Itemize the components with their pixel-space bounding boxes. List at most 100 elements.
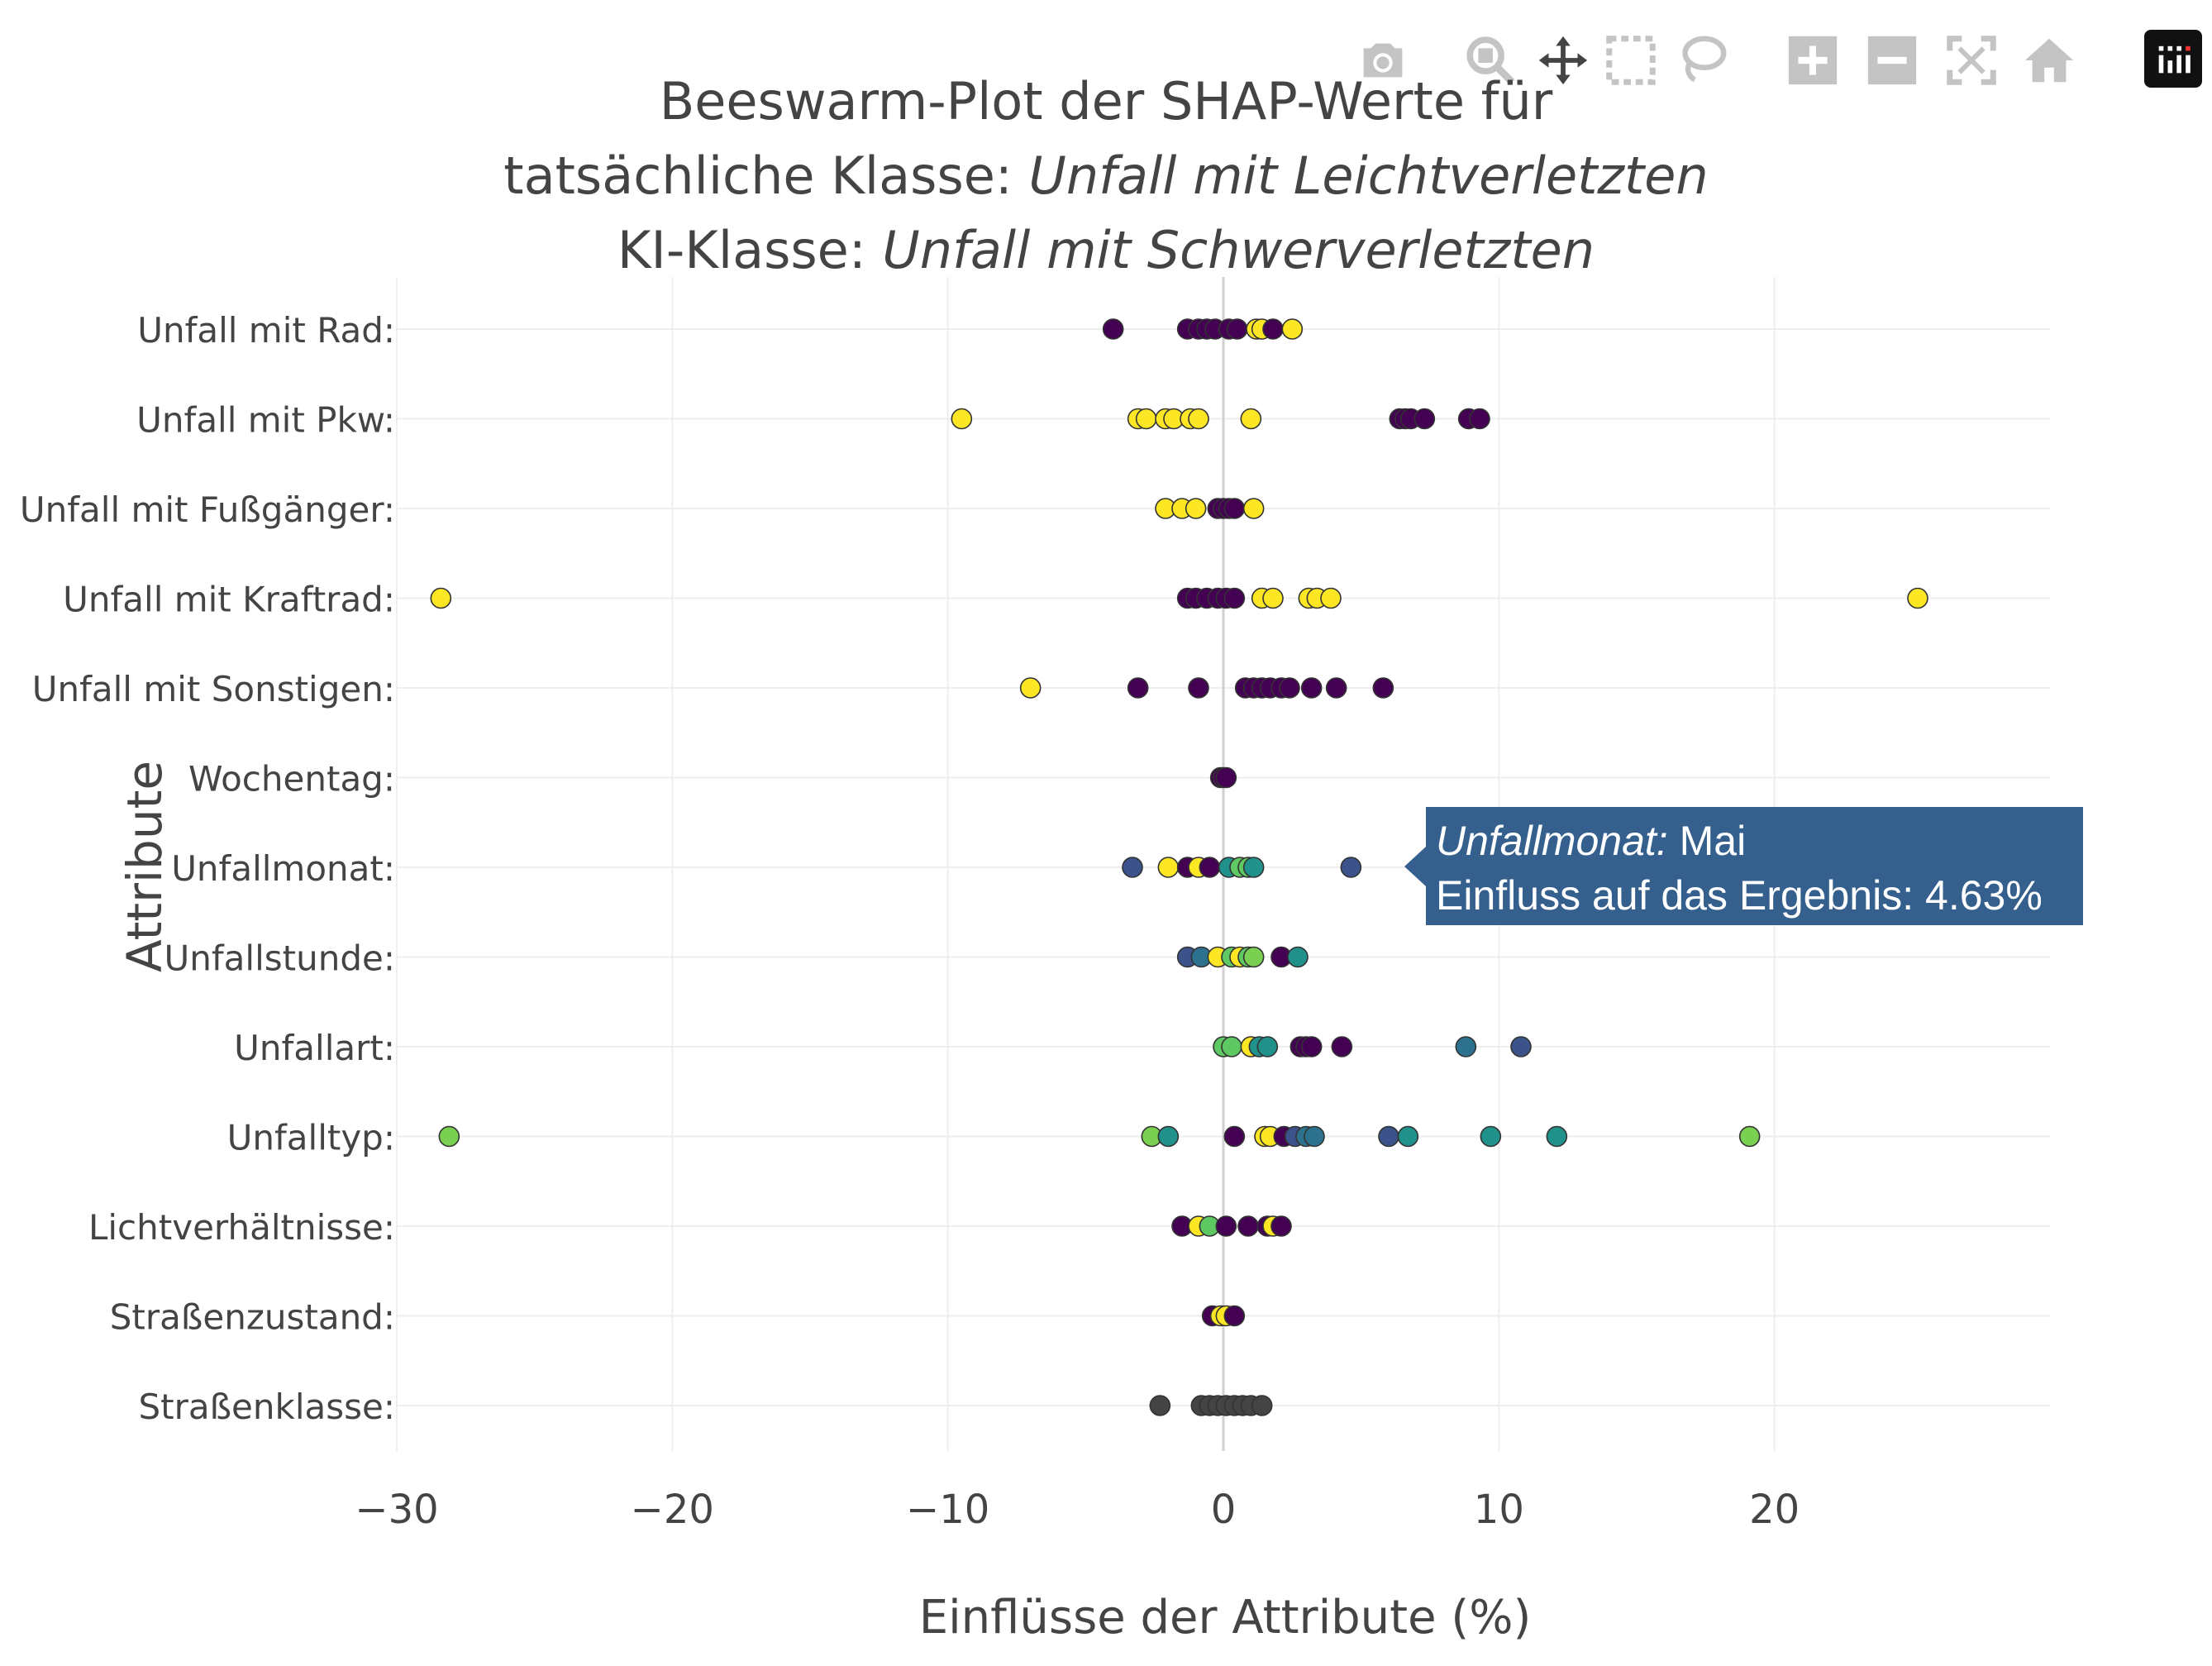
data-point[interactable] — [1188, 408, 1209, 430]
title-line-3-prefix: KI-Klasse: — [617, 220, 883, 280]
data-point[interactable] — [1223, 498, 1246, 519]
y-category-label: Straßenzustand: — [110, 1297, 395, 1338]
data-point[interactable] — [1157, 1125, 1180, 1148]
title-line-1: Beeswarm-Plot der SHAP-Werte für — [659, 71, 1553, 131]
hover-tooltip: Unfallmonat: Mai Einfluss auf das Ergebn… — [1404, 807, 2083, 925]
data-point[interactable] — [1242, 857, 1265, 878]
data-point[interactable] — [1215, 766, 1237, 789]
point-layer — [430, 318, 1928, 1416]
data-point[interactable] — [1300, 1036, 1323, 1057]
data-point[interactable] — [1226, 318, 1248, 340]
data-point[interactable] — [1221, 1036, 1242, 1057]
plotly-logo-icon[interactable] — [2144, 30, 2202, 88]
data-point[interactable] — [1325, 677, 1347, 699]
data-point[interactable] — [1320, 587, 1342, 609]
title-line-2: tatsächliche Klasse: Unfall mit Leichtve… — [0, 139, 2212, 213]
tooltip-line-2: Einfluss auf das Ergebnis: 4.63% — [1436, 868, 2073, 923]
autoscale-icon[interactable] — [1936, 25, 2007, 96]
title-ai-class: Unfall mit Schwerverletzten — [882, 220, 1595, 280]
tooltip-value: Mai — [1679, 818, 1747, 864]
data-point[interactable] — [1237, 1215, 1259, 1237]
tooltip-line-1: Unfallmonat: Mai — [1436, 814, 2073, 868]
x-tick-label: 0 — [1211, 1487, 1237, 1533]
x-tick-label: 20 — [1749, 1487, 1800, 1533]
data-point[interactable] — [1185, 498, 1207, 519]
zoom-out-icon[interactable] — [1857, 25, 1928, 96]
data-point[interactable] — [1135, 408, 1157, 430]
data-point[interactable] — [430, 587, 452, 609]
tooltip-label: Einfluss auf das Ergebnis: — [1436, 872, 1914, 919]
data-point[interactable] — [1372, 677, 1394, 699]
data-point[interactable] — [1281, 318, 1304, 340]
y-category-label: Unfall mit Pkw: — [136, 400, 395, 441]
reset-axes-icon[interactable] — [2014, 25, 2085, 96]
tooltip-arrow — [1404, 847, 1426, 886]
data-point[interactable] — [1469, 408, 1490, 430]
x-tick-label: −30 — [355, 1487, 438, 1533]
data-point[interactable] — [1102, 318, 1124, 340]
data-point[interactable] — [1262, 587, 1284, 609]
y-category-label: Straßenklasse: — [138, 1387, 395, 1427]
data-point[interactable] — [1157, 857, 1180, 878]
data-point[interactable] — [1279, 677, 1300, 699]
zoom-icon[interactable] — [1455, 25, 1526, 96]
data-point[interactable] — [1019, 677, 1042, 699]
data-point[interactable] — [1256, 1036, 1279, 1057]
y-category-label: Unfallmonat: — [171, 848, 395, 889]
data-point[interactable] — [1223, 1125, 1246, 1148]
data-point[interactable] — [951, 408, 973, 430]
data-point[interactable] — [438, 1125, 460, 1148]
lasso-select-icon[interactable] — [1666, 25, 1738, 96]
x-axis-title: Einflüsse der Attribute (%) — [919, 1591, 1532, 1645]
title-true-class: Unfall mit Leichtverletzten — [1028, 146, 1709, 206]
data-point[interactable] — [1413, 408, 1436, 430]
label-layer: −30 −20 −10 0 10 20 Unfall mit Rad: Unfall mit … — [20, 310, 1800, 1645]
data-point[interactable] — [1242, 498, 1265, 519]
x-tick-label: −10 — [906, 1487, 989, 1533]
x-tick-label: 10 — [1474, 1487, 1524, 1533]
data-point[interactable] — [1223, 587, 1246, 609]
data-point[interactable] — [1455, 1036, 1477, 1057]
data-point[interactable] — [1397, 1125, 1419, 1148]
data-point[interactable] — [1287, 946, 1309, 968]
data-point[interactable] — [1215, 1215, 1237, 1237]
zoom-in-icon[interactable] — [1777, 25, 1848, 96]
y-category-label: Unfall mit Kraftrad: — [63, 580, 395, 620]
data-point[interactable] — [1340, 857, 1362, 878]
data-point[interactable] — [1510, 1036, 1532, 1057]
data-point[interactable] — [1262, 318, 1284, 340]
data-point[interactable] — [1242, 946, 1265, 968]
y-category-label: Unfalltyp: — [227, 1118, 395, 1158]
data-point[interactable] — [1480, 1125, 1502, 1148]
tooltip-percent: 4.63% — [1925, 872, 2043, 919]
tooltip-feature: Unfallmonat: — [1436, 818, 1668, 864]
data-point[interactable] — [1378, 1125, 1399, 1148]
data-point[interactable] — [1188, 677, 1209, 699]
data-point[interactable] — [1738, 1125, 1761, 1148]
title-line-3: KI-Klasse: Unfall mit Schwerverletzten — [0, 213, 2212, 288]
data-point[interactable] — [1199, 857, 1221, 878]
data-point[interactable] — [1546, 1125, 1568, 1148]
data-point[interactable] — [1331, 1036, 1353, 1057]
camera-icon[interactable] — [1347, 25, 1418, 96]
box-select-icon[interactable] — [1595, 25, 1666, 96]
data-point[interactable] — [1127, 677, 1149, 699]
data-point[interactable] — [1304, 1125, 1325, 1148]
data-point[interactable] — [1270, 1215, 1292, 1237]
data-point[interactable] — [1907, 587, 1928, 609]
data-point[interactable] — [1240, 408, 1262, 430]
data-point[interactable] — [1149, 1395, 1171, 1416]
data-point[interactable] — [1251, 1395, 1273, 1416]
title-line-2-prefix: tatsächliche Klasse: — [503, 146, 1029, 206]
data-point[interactable] — [1223, 1305, 1246, 1327]
y-category-label: Unfallstunde: — [164, 938, 395, 979]
y-category-label: Unfall mit Sonstigen: — [32, 669, 395, 709]
data-point[interactable] — [1300, 677, 1323, 699]
x-tick-label: −20 — [631, 1487, 714, 1533]
y-category-label: Unfall mit Rad: — [137, 310, 395, 351]
chart-title: Beeswarm-Plot der SHAP-Werte für tatsäch… — [0, 64, 2212, 288]
y-axis-title: Attribute — [117, 761, 173, 972]
data-point[interactable] — [1122, 857, 1143, 878]
pan-icon[interactable] — [1528, 25, 1599, 96]
